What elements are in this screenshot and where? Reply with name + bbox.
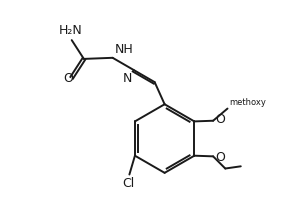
Text: O: O (215, 151, 225, 164)
Text: NH: NH (115, 43, 134, 56)
Text: O: O (63, 72, 73, 85)
Text: O: O (215, 113, 225, 126)
Text: N: N (123, 72, 132, 85)
Text: H₂N: H₂N (59, 24, 82, 37)
Text: Cl: Cl (122, 177, 135, 190)
Text: methoxy: methoxy (229, 98, 266, 107)
